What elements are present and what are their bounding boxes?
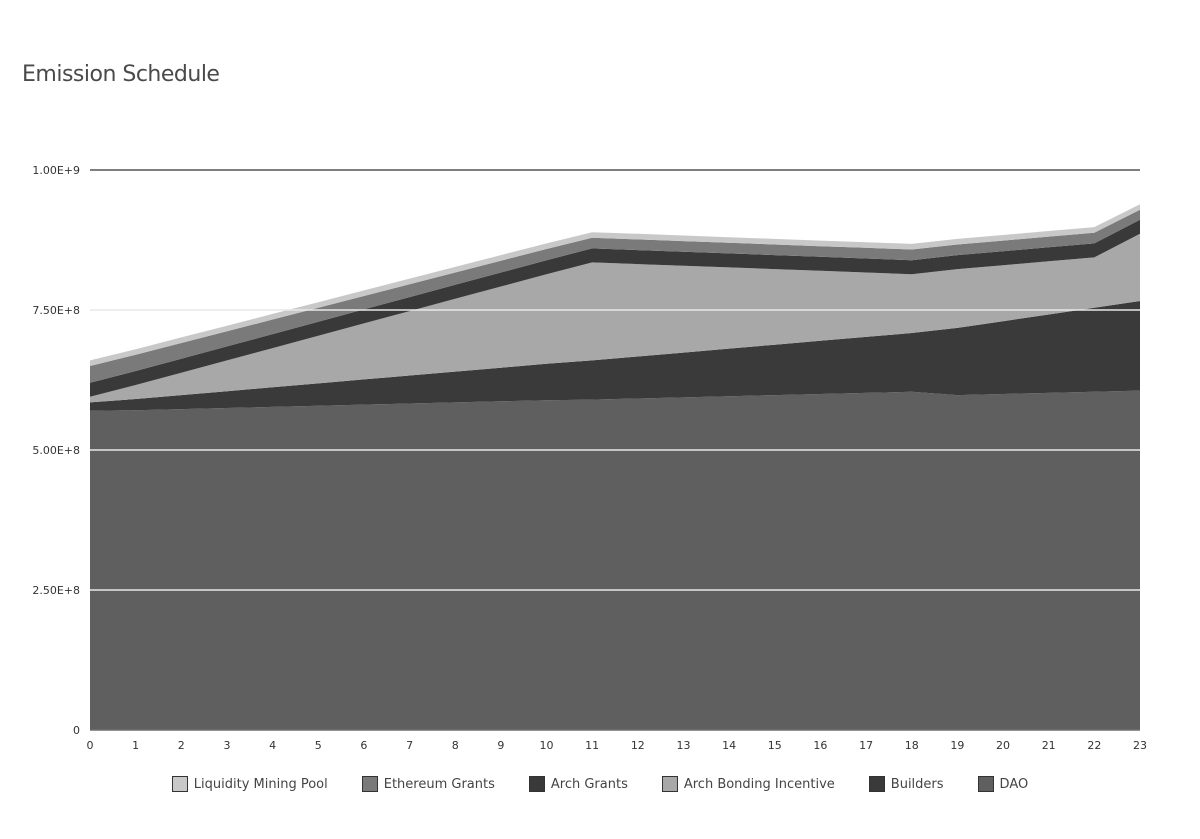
x-tick-label: 2 bbox=[178, 739, 185, 752]
legend-item[interactable]: DAO bbox=[977, 776, 1029, 792]
legend-item[interactable]: Liquidity Mining Pool bbox=[171, 776, 328, 792]
x-tick-label: 9 bbox=[497, 739, 504, 752]
x-tick-label: 18 bbox=[905, 739, 919, 752]
x-tick-label: 20 bbox=[996, 739, 1010, 752]
legend-label: Arch Bonding Incentive bbox=[683, 776, 835, 792]
legend-swatch bbox=[171, 776, 188, 792]
legend-item[interactable]: Builders bbox=[868, 776, 944, 792]
x-tick-label: 6 bbox=[360, 739, 367, 752]
x-tick-label: 10 bbox=[540, 739, 554, 752]
x-tick-label: 16 bbox=[813, 739, 827, 752]
chart-title: Emission Schedule bbox=[22, 62, 220, 87]
x-tick-label: 1 bbox=[132, 739, 139, 752]
x-tick-label: 22 bbox=[1087, 739, 1101, 752]
x-tick-label: 0 bbox=[87, 739, 94, 752]
x-tick-label: 15 bbox=[768, 739, 782, 752]
x-tick-label: 17 bbox=[859, 739, 873, 752]
y-tick-label: 2.50E+8 bbox=[32, 584, 80, 597]
x-tick-label: 21 bbox=[1042, 739, 1056, 752]
legend-swatch bbox=[361, 776, 378, 792]
x-tick-label: 13 bbox=[676, 739, 690, 752]
legend-label: Arch Grants bbox=[550, 776, 628, 792]
x-tick-label: 3 bbox=[223, 739, 230, 752]
legend: Liquidity Mining Pool Ethereum Grants Arch… bbox=[0, 776, 1200, 792]
x-tick-label: 19 bbox=[950, 739, 964, 752]
x-tick-label: 7 bbox=[406, 739, 413, 752]
x-tick-label: 12 bbox=[631, 739, 645, 752]
x-tick-label: 5 bbox=[315, 739, 322, 752]
legend-label: DAO bbox=[999, 776, 1029, 792]
x-tick-label: 4 bbox=[269, 739, 276, 752]
legend-swatch bbox=[868, 776, 885, 792]
x-tick-label: 23 bbox=[1133, 739, 1147, 752]
area-ethereum-grants bbox=[90, 209, 1140, 383]
area-builders bbox=[90, 301, 1140, 411]
area-arch-grants bbox=[90, 219, 1140, 397]
y-tick-label: 5.00E+8 bbox=[32, 444, 80, 457]
legend-item[interactable]: Arch Grants bbox=[528, 776, 628, 792]
legend-item[interactable]: Arch Bonding Incentive bbox=[661, 776, 835, 792]
x-tick-label: 11 bbox=[585, 739, 599, 752]
legend-swatch bbox=[977, 776, 994, 792]
x-tick-label: 8 bbox=[452, 739, 459, 752]
y-tick-label: 7.50E+8 bbox=[32, 304, 80, 317]
area-arch-bonding-incentive bbox=[90, 233, 1140, 403]
y-tick-label: 0 bbox=[73, 724, 80, 737]
legend-label: Builders bbox=[890, 776, 944, 792]
x-tick-label: 14 bbox=[722, 739, 736, 752]
area-liquidity-mining-pool bbox=[90, 204, 1140, 366]
legend-label: Liquidity Mining Pool bbox=[193, 776, 328, 792]
legend-item[interactable]: Ethereum Grants bbox=[361, 776, 495, 792]
legend-label: Ethereum Grants bbox=[383, 776, 495, 792]
area-dao bbox=[90, 390, 1140, 730]
legend-swatch bbox=[528, 776, 545, 792]
y-tick-label: 1.00E+9 bbox=[32, 164, 80, 177]
legend-swatch bbox=[661, 776, 678, 792]
